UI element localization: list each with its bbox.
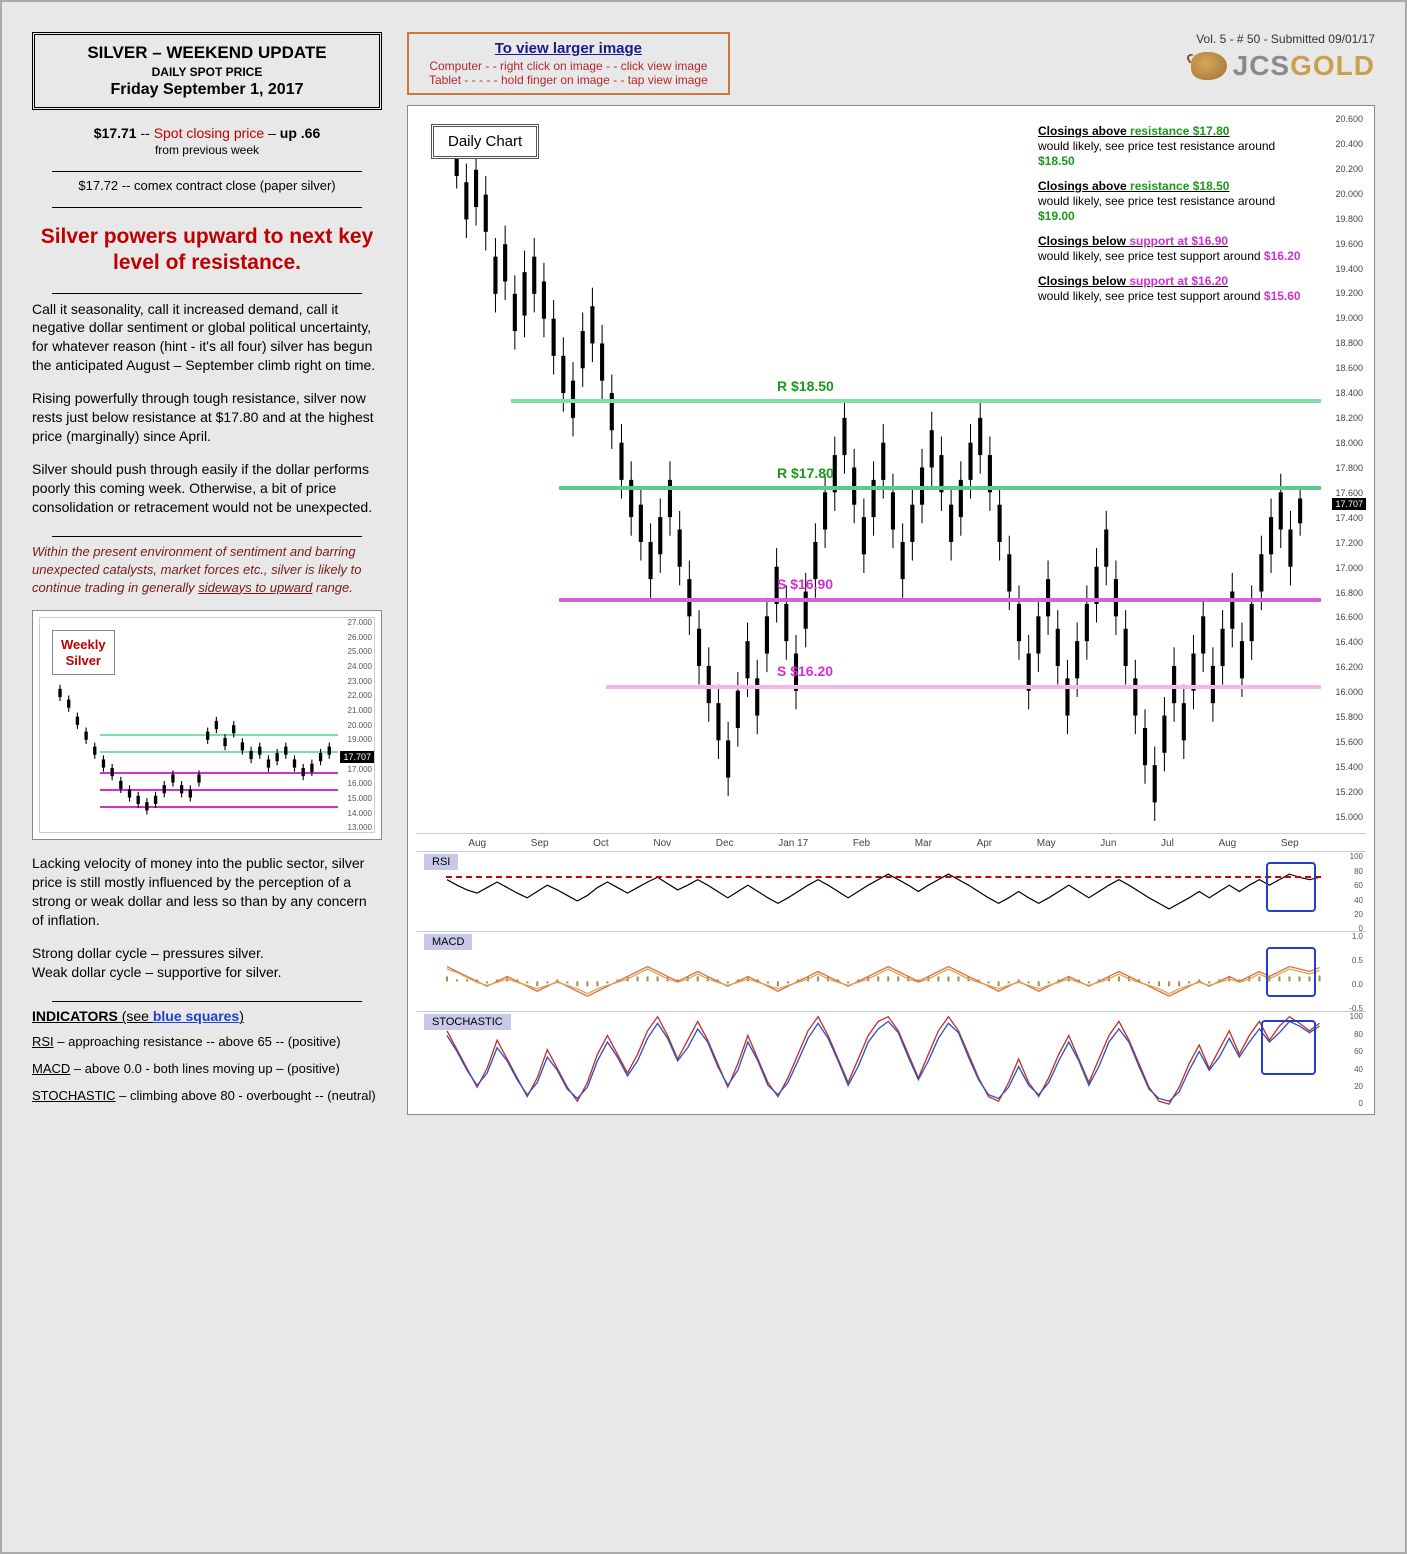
para2: Rising powerfully through tough resistan… (32, 389, 382, 446)
italic-note: Within the present environment of sentim… (32, 543, 382, 596)
annotations: Closings above resistance $17.80would li… (1036, 122, 1316, 316)
rsi-blue-square (1266, 862, 1316, 912)
right-column: To view larger image Computer - - right … (407, 32, 1375, 1115)
macd-blue-square (1266, 947, 1316, 997)
title-box: SILVER – WEEKEND UPDATE DAILY SPOT PRICE… (32, 32, 382, 110)
bull-icon (1191, 52, 1227, 80)
indicators-header: INDICATORS (see blue squares) (32, 1008, 382, 1024)
comex-line: $17.72 -- comex contract close (paper si… (32, 178, 382, 193)
para3: Silver should push through easily if the… (32, 460, 382, 517)
view-line2: Tablet - - - - - hold finger on image - … (429, 73, 708, 87)
stoch-label: STOCHASTIC (424, 1014, 511, 1030)
weekly-chart-inner: Weekly Silver 27.00026.00025.00024.00023… (39, 617, 375, 833)
hr3 (52, 293, 362, 294)
indicator-rsi: RSI – approaching resistance -- above 65… (32, 1034, 382, 1049)
content-columns: SILVER – WEEKEND UPDATE DAILY SPOT PRICE… (32, 32, 1375, 1115)
macd-label: MACD (424, 934, 472, 950)
para4: Lacking velocity of money into the publi… (32, 854, 382, 930)
rsi-panel: RSI 100806040200 (416, 851, 1366, 931)
current-price-marker: 17.707 (1332, 498, 1366, 510)
headline: Silver powers upward to next key level o… (32, 224, 382, 277)
macd-line (416, 932, 1366, 1011)
rsi-line (416, 852, 1366, 931)
para5: Strong dollar cycle – pressures silver. … (32, 944, 382, 982)
daily-xaxis: AugSepOctNovDecJan 17FebMarAprMayJunJulA… (416, 834, 1366, 851)
hr5 (52, 1001, 362, 1002)
hr4 (52, 536, 362, 537)
view-larger-box: To view larger image Computer - - right … (407, 32, 730, 95)
rsi-label: RSI (424, 854, 458, 870)
para1: Call it seasonality, call it increased d… (32, 300, 382, 376)
price-change: up .66 (280, 125, 320, 141)
view-title[interactable]: To view larger image (429, 40, 708, 57)
title-line1: SILVER – WEEKEND UPDATE (43, 43, 371, 63)
hr1 (52, 171, 362, 172)
brand-block: Vol. 5 - # 50 - Submitted 09/01/17 JCSGO… (1191, 32, 1375, 82)
logo: JCSGOLD (1191, 50, 1375, 82)
weekly-label: Weekly Silver (52, 630, 115, 675)
stoch-line (416, 1012, 1366, 1106)
left-column: SILVER – WEEKEND UPDATE DAILY SPOT PRICE… (32, 32, 382, 1115)
top-bar: To view larger image Computer - - right … (407, 32, 1375, 95)
daily-chart: Daily Chart Closings above resistance $1… (416, 114, 1366, 834)
chart-box: Daily Chart Closings above resistance $1… (407, 105, 1375, 1115)
macd-panel: MACD 1.00.50.0-0.5 (416, 931, 1366, 1011)
stoch-blue-square (1261, 1020, 1316, 1075)
view-line1: Computer - - right click on image - - cl… (429, 59, 708, 73)
title-line3: Friday September 1, 2017 (43, 81, 371, 99)
daily-chart-label: Daily Chart (431, 124, 539, 159)
price-line: $17.71 -- Spot closing price – up .66 (32, 125, 382, 141)
weekly-price-marker: 17.707 (340, 751, 374, 763)
logo-text: JCSGOLD (1233, 50, 1375, 82)
stoch-panel: STOCHASTIC 100806040200 (416, 1011, 1366, 1106)
volume-info: Vol. 5 - # 50 - Submitted 09/01/17 (1191, 32, 1375, 46)
spot-label: Spot closing price (154, 125, 265, 141)
title-line2: DAILY SPOT PRICE (43, 65, 371, 79)
price-value: $17.71 (94, 125, 137, 141)
indicator-stoch: STOCHASTIC – climbing above 80 - overbou… (32, 1088, 382, 1103)
indicator-macd: MACD – above 0.0 - both lines moving up … (32, 1061, 382, 1076)
page-root: SILVER – WEEKEND UPDATE DAILY SPOT PRICE… (0, 0, 1407, 1554)
weekly-mini-chart: Weekly Silver 27.00026.00025.00024.00023… (32, 610, 382, 840)
rsi-threshold-line (446, 876, 1321, 878)
hr2 (52, 207, 362, 208)
price-sub: from previous week (32, 143, 382, 157)
